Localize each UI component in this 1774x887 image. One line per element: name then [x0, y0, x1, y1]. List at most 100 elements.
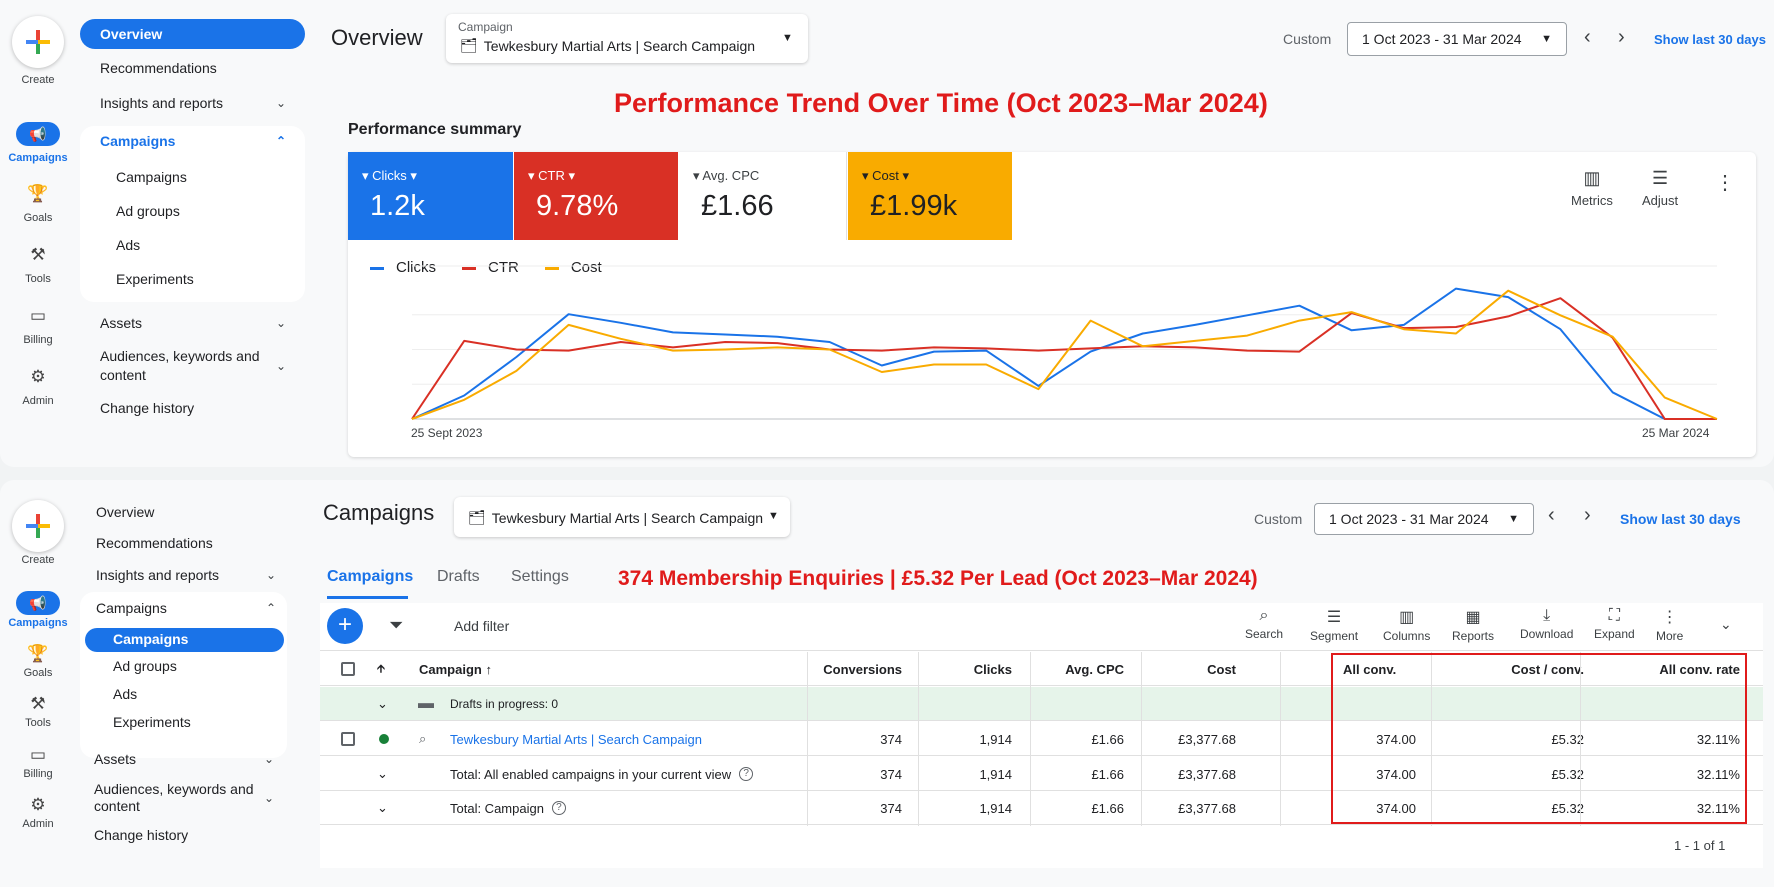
- date-range-picker[interactable]: 1 Oct 2023 - 31 Mar 2024 ▼: [1347, 22, 1567, 56]
- rail-admin-label[interactable]: Admin: [22, 818, 54, 830]
- rail-admin-label[interactable]: Admin: [22, 395, 54, 407]
- nav-sub-experiments[interactable]: Experiments: [113, 714, 191, 730]
- col-cost[interactable]: Cost: [1207, 661, 1236, 677]
- toolbar-columns-button[interactable]: ▥ Columns: [1383, 607, 1430, 643]
- chevron-down-icon[interactable]: ⌄: [377, 696, 388, 711]
- col-all-conv[interactable]: All conv.: [1343, 661, 1397, 677]
- add-campaign-button[interactable]: +: [327, 608, 363, 644]
- show-last-30-days-link[interactable]: Show last 30 days: [1654, 32, 1766, 47]
- nav-audiences[interactable]: Audiences, keywords and content ⌄: [100, 347, 286, 385]
- campaign-link[interactable]: Tewkesbury Martial Arts | Search Campaig…: [450, 731, 702, 747]
- nav-sub-ads[interactable]: Ads: [116, 237, 141, 253]
- rail-billing-label[interactable]: Billing: [23, 334, 53, 346]
- nav-campaigns[interactable]: Campaigns ⌃: [100, 133, 286, 149]
- rail-goals-label[interactable]: Goals: [23, 212, 53, 224]
- rail-goals-label[interactable]: Goals: [23, 667, 53, 679]
- nav-assets[interactable]: Assets ⌄: [94, 751, 274, 767]
- col-conversions[interactable]: Conversions: [823, 661, 902, 677]
- nav-sub-ads[interactable]: Ads: [113, 686, 138, 702]
- toolbar-segment-button[interactable]: ☰ Segment: [1310, 607, 1358, 643]
- campaign-selector[interactable]: 🗂 Tewkesbury Martial Arts | Search Campai…: [454, 497, 790, 537]
- nav-audiences[interactable]: Audiences, keywords and content ⌄: [94, 781, 274, 815]
- toolbar-expand-button[interactable]: ⛶ Expand: [1594, 607, 1635, 641]
- show-last-30-days-link[interactable]: Show last 30 days: [1620, 511, 1741, 527]
- nav-sub-campaigns[interactable]: Campaigns: [116, 169, 187, 185]
- col-cost-per-conv[interactable]: Cost / conv.: [1511, 661, 1584, 677]
- tab-drafts[interactable]: Drafts: [437, 568, 480, 585]
- tile-name[interactable]: ▾ CTR ▾: [528, 168, 575, 183]
- sort-icon[interactable]: 🡩: [377, 662, 385, 675]
- drafts-row[interactable]: ⌄ ▬ Drafts in progress: 0: [320, 687, 1763, 721]
- rail-billing-label[interactable]: Billing: [23, 768, 53, 780]
- megaphone-icon[interactable]: 📢: [16, 591, 60, 615]
- tab-settings[interactable]: Settings: [511, 568, 569, 585]
- help-icon[interactable]: ?: [739, 767, 754, 781]
- credit-card-icon[interactable]: ▭: [29, 306, 47, 325]
- metric-tile-cost[interactable]: ▾ Cost ▾ £1.99k: [848, 152, 1012, 240]
- tile-name[interactable]: ▾ Avg. CPC: [693, 168, 760, 183]
- next-period-button[interactable]: ›: [1618, 26, 1625, 48]
- tools-icon[interactable]: ⚒: [30, 694, 46, 713]
- nav-assets[interactable]: Assets ⌄: [100, 315, 286, 331]
- create-button[interactable]: [12, 500, 64, 552]
- rail-tools-label[interactable]: Tools: [25, 717, 51, 729]
- gear-icon[interactable]: ⚙: [30, 367, 46, 386]
- nav-change-history[interactable]: Change history: [94, 827, 188, 843]
- chevron-down-icon[interactable]: ⌄: [377, 800, 388, 815]
- campaign-selector[interactable]: Campaign 🗂 Tewkesbury Martial Arts | Sear…: [446, 14, 808, 63]
- table-row[interactable]: ⌕ Tewkesbury Martial Arts | Search Campa…: [320, 722, 1763, 756]
- help-icon[interactable]: ?: [551, 801, 566, 815]
- row-checkbox[interactable]: [341, 722, 355, 756]
- metric-tile-clicks[interactable]: ▾ Clicks ▾ 1.2k: [348, 152, 513, 240]
- legend-cost[interactable]: Cost: [544, 259, 602, 276]
- col-clicks[interactable]: Clicks: [973, 661, 1012, 677]
- metric-tile-avg-cpc[interactable]: ▾ Avg. CPC £1.66: [679, 152, 847, 240]
- tile-name[interactable]: ▾ Cost ▾: [862, 168, 910, 183]
- metric-tile-ctr[interactable]: ▾ CTR ▾ 9.78%: [514, 152, 678, 240]
- legend-ctr[interactable]: CTR: [462, 259, 519, 276]
- col-campaign[interactable]: Campaign ↑: [419, 661, 492, 677]
- nav-recommendations[interactable]: Recommendations: [100, 60, 217, 76]
- legend-clicks[interactable]: Clicks: [370, 259, 436, 276]
- add-filter-input[interactable]: Add filter: [454, 618, 510, 634]
- megaphone-icon[interactable]: 📢: [16, 122, 60, 146]
- metrics-button[interactable]: ▥ Metrics: [1571, 168, 1613, 208]
- chevron-down-icon[interactable]: ⌄: [377, 766, 388, 781]
- create-button[interactable]: [12, 16, 64, 68]
- toolbar-search-button[interactable]: ⌕ Search: [1245, 607, 1283, 641]
- nav-overview[interactable]: Overview: [80, 19, 305, 49]
- tab-campaigns[interactable]: Campaigns: [327, 568, 414, 585]
- rail-tools-label[interactable]: Tools: [25, 273, 51, 285]
- trophy-icon[interactable]: 🏆: [27, 184, 49, 203]
- nav-overview[interactable]: Overview: [96, 504, 154, 520]
- previous-period-button[interactable]: ‹: [1548, 504, 1555, 526]
- date-range-picker[interactable]: 1 Oct 2023 - 31 Mar 2024 ▼: [1314, 503, 1534, 535]
- col-avg-cpc[interactable]: Avg. CPC: [1065, 661, 1124, 677]
- chevron-down-icon[interactable]: ⌄: [1720, 616, 1732, 632]
- nav-sub-experiments[interactable]: Experiments: [116, 271, 194, 287]
- select-all-checkbox[interactable]: [341, 652, 355, 686]
- toolbar-more-button[interactable]: ⋮ More: [1656, 607, 1683, 643]
- tile-name[interactable]: ▾ Clicks ▾: [362, 168, 417, 183]
- tools-icon[interactable]: ⚒: [30, 245, 46, 264]
- previous-period-button[interactable]: ‹: [1584, 26, 1591, 48]
- gear-icon[interactable]: ⚙: [30, 795, 46, 814]
- adjust-button[interactable]: ☰ Adjust: [1642, 168, 1678, 208]
- nav-sub-campaigns[interactable]: Campaigns: [85, 628, 284, 652]
- col-all-conv-rate[interactable]: All conv. rate: [1659, 661, 1740, 677]
- toolbar-reports-button[interactable]: ▦ Reports: [1452, 607, 1494, 643]
- trophy-icon[interactable]: 🏆: [27, 644, 49, 663]
- nav-recommendations[interactable]: Recommendations: [96, 535, 213, 551]
- nav-sub-ad-groups[interactable]: Ad groups: [113, 658, 177, 674]
- filter-icon[interactable]: ⏷: [389, 615, 404, 635]
- next-period-button[interactable]: ›: [1584, 504, 1591, 526]
- nav-insights[interactable]: Insights and reports ⌄: [100, 95, 286, 111]
- nav-change-history[interactable]: Change history: [100, 400, 194, 416]
- credit-card-icon[interactable]: ▭: [29, 745, 47, 764]
- rail-campaigns-label[interactable]: Campaigns: [8, 617, 68, 629]
- more-options-icon[interactable]: ⋮: [1715, 172, 1735, 194]
- nav-insights[interactable]: Insights and reports ⌄: [96, 567, 276, 583]
- nav-campaigns[interactable]: Campaigns ⌃: [96, 600, 276, 616]
- nav-sub-ad-groups[interactable]: Ad groups: [116, 203, 180, 219]
- rail-campaigns-label[interactable]: Campaigns: [8, 152, 68, 164]
